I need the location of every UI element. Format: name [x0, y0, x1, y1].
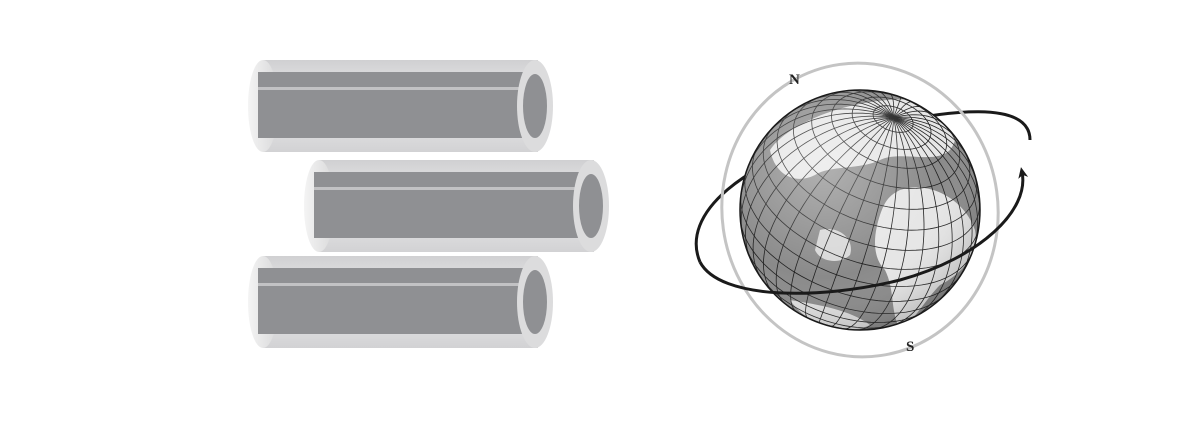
cylinder-middle — [304, 160, 609, 252]
cylinder-bottom — [248, 256, 553, 348]
globe — [739, 89, 981, 331]
orbit-arrow — [698, 167, 1029, 295]
cylinder-top — [248, 60, 553, 152]
south-pole-label: S — [906, 339, 914, 355]
north-pole-label: N — [789, 72, 800, 88]
cylinder-stack — [248, 60, 609, 348]
globe-figure: N S — [694, 61, 1032, 359]
meridian-ring — [720, 61, 1000, 359]
